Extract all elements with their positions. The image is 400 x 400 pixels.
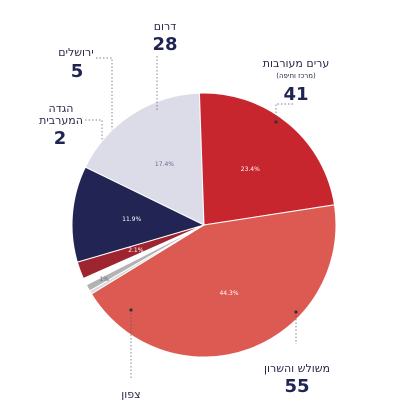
percent-label-2: 44.3% (219, 290, 238, 297)
percent-labels: 17.4% 23.4% 44.3% 1% 2.1% 11.9% (99, 161, 260, 297)
label-yerushalayim-value: 5 (71, 61, 84, 82)
percent-label-7: 11.9% (122, 216, 141, 223)
pie-slice-1 (198, 92, 336, 226)
pie-slices (71, 92, 337, 358)
label-meshulash-value: 55 (284, 376, 309, 397)
label-hagada-name-1: הגדה (49, 102, 74, 115)
category-labels: דרום 28 ירושלים 5 הגדה המערבית 2 ערים מע… (39, 20, 330, 400)
leader-dot-tzafon (129, 308, 133, 312)
label-darom-name: דרום (154, 20, 177, 33)
label-hagada-name-2: המערבית (39, 114, 83, 127)
label-arim-sub: (מרכז וחיפה) (276, 72, 316, 80)
leader-lines (85, 56, 298, 378)
percent-label-0: 17.4% (155, 161, 174, 168)
pie-slice-7 (71, 166, 206, 263)
leader-dot-meshulash (294, 310, 298, 314)
label-yerushalayim-name: ירושלים (58, 46, 93, 59)
percent-label-6: 2.1% (128, 247, 144, 254)
leader-yerushalayim (96, 57, 113, 130)
label-tzafon-name: צפון (121, 388, 140, 400)
percent-label-1: 23.4% (241, 166, 260, 173)
leader-arim (275, 103, 293, 122)
pie-slice-2 (90, 204, 337, 358)
label-arim-value: 41 (283, 84, 308, 105)
label-darom-value: 28 (152, 34, 177, 55)
leader-hagada (85, 119, 103, 141)
label-meshulash-name: משולש והשרון (264, 362, 330, 375)
label-arim-name: ערים מעורבות (263, 57, 330, 70)
leader-dot-arim (274, 120, 278, 124)
percent-label-4: 1% (99, 276, 109, 283)
label-hagada-value: 2 (54, 128, 67, 149)
pie-slice-0 (84, 92, 205, 226)
